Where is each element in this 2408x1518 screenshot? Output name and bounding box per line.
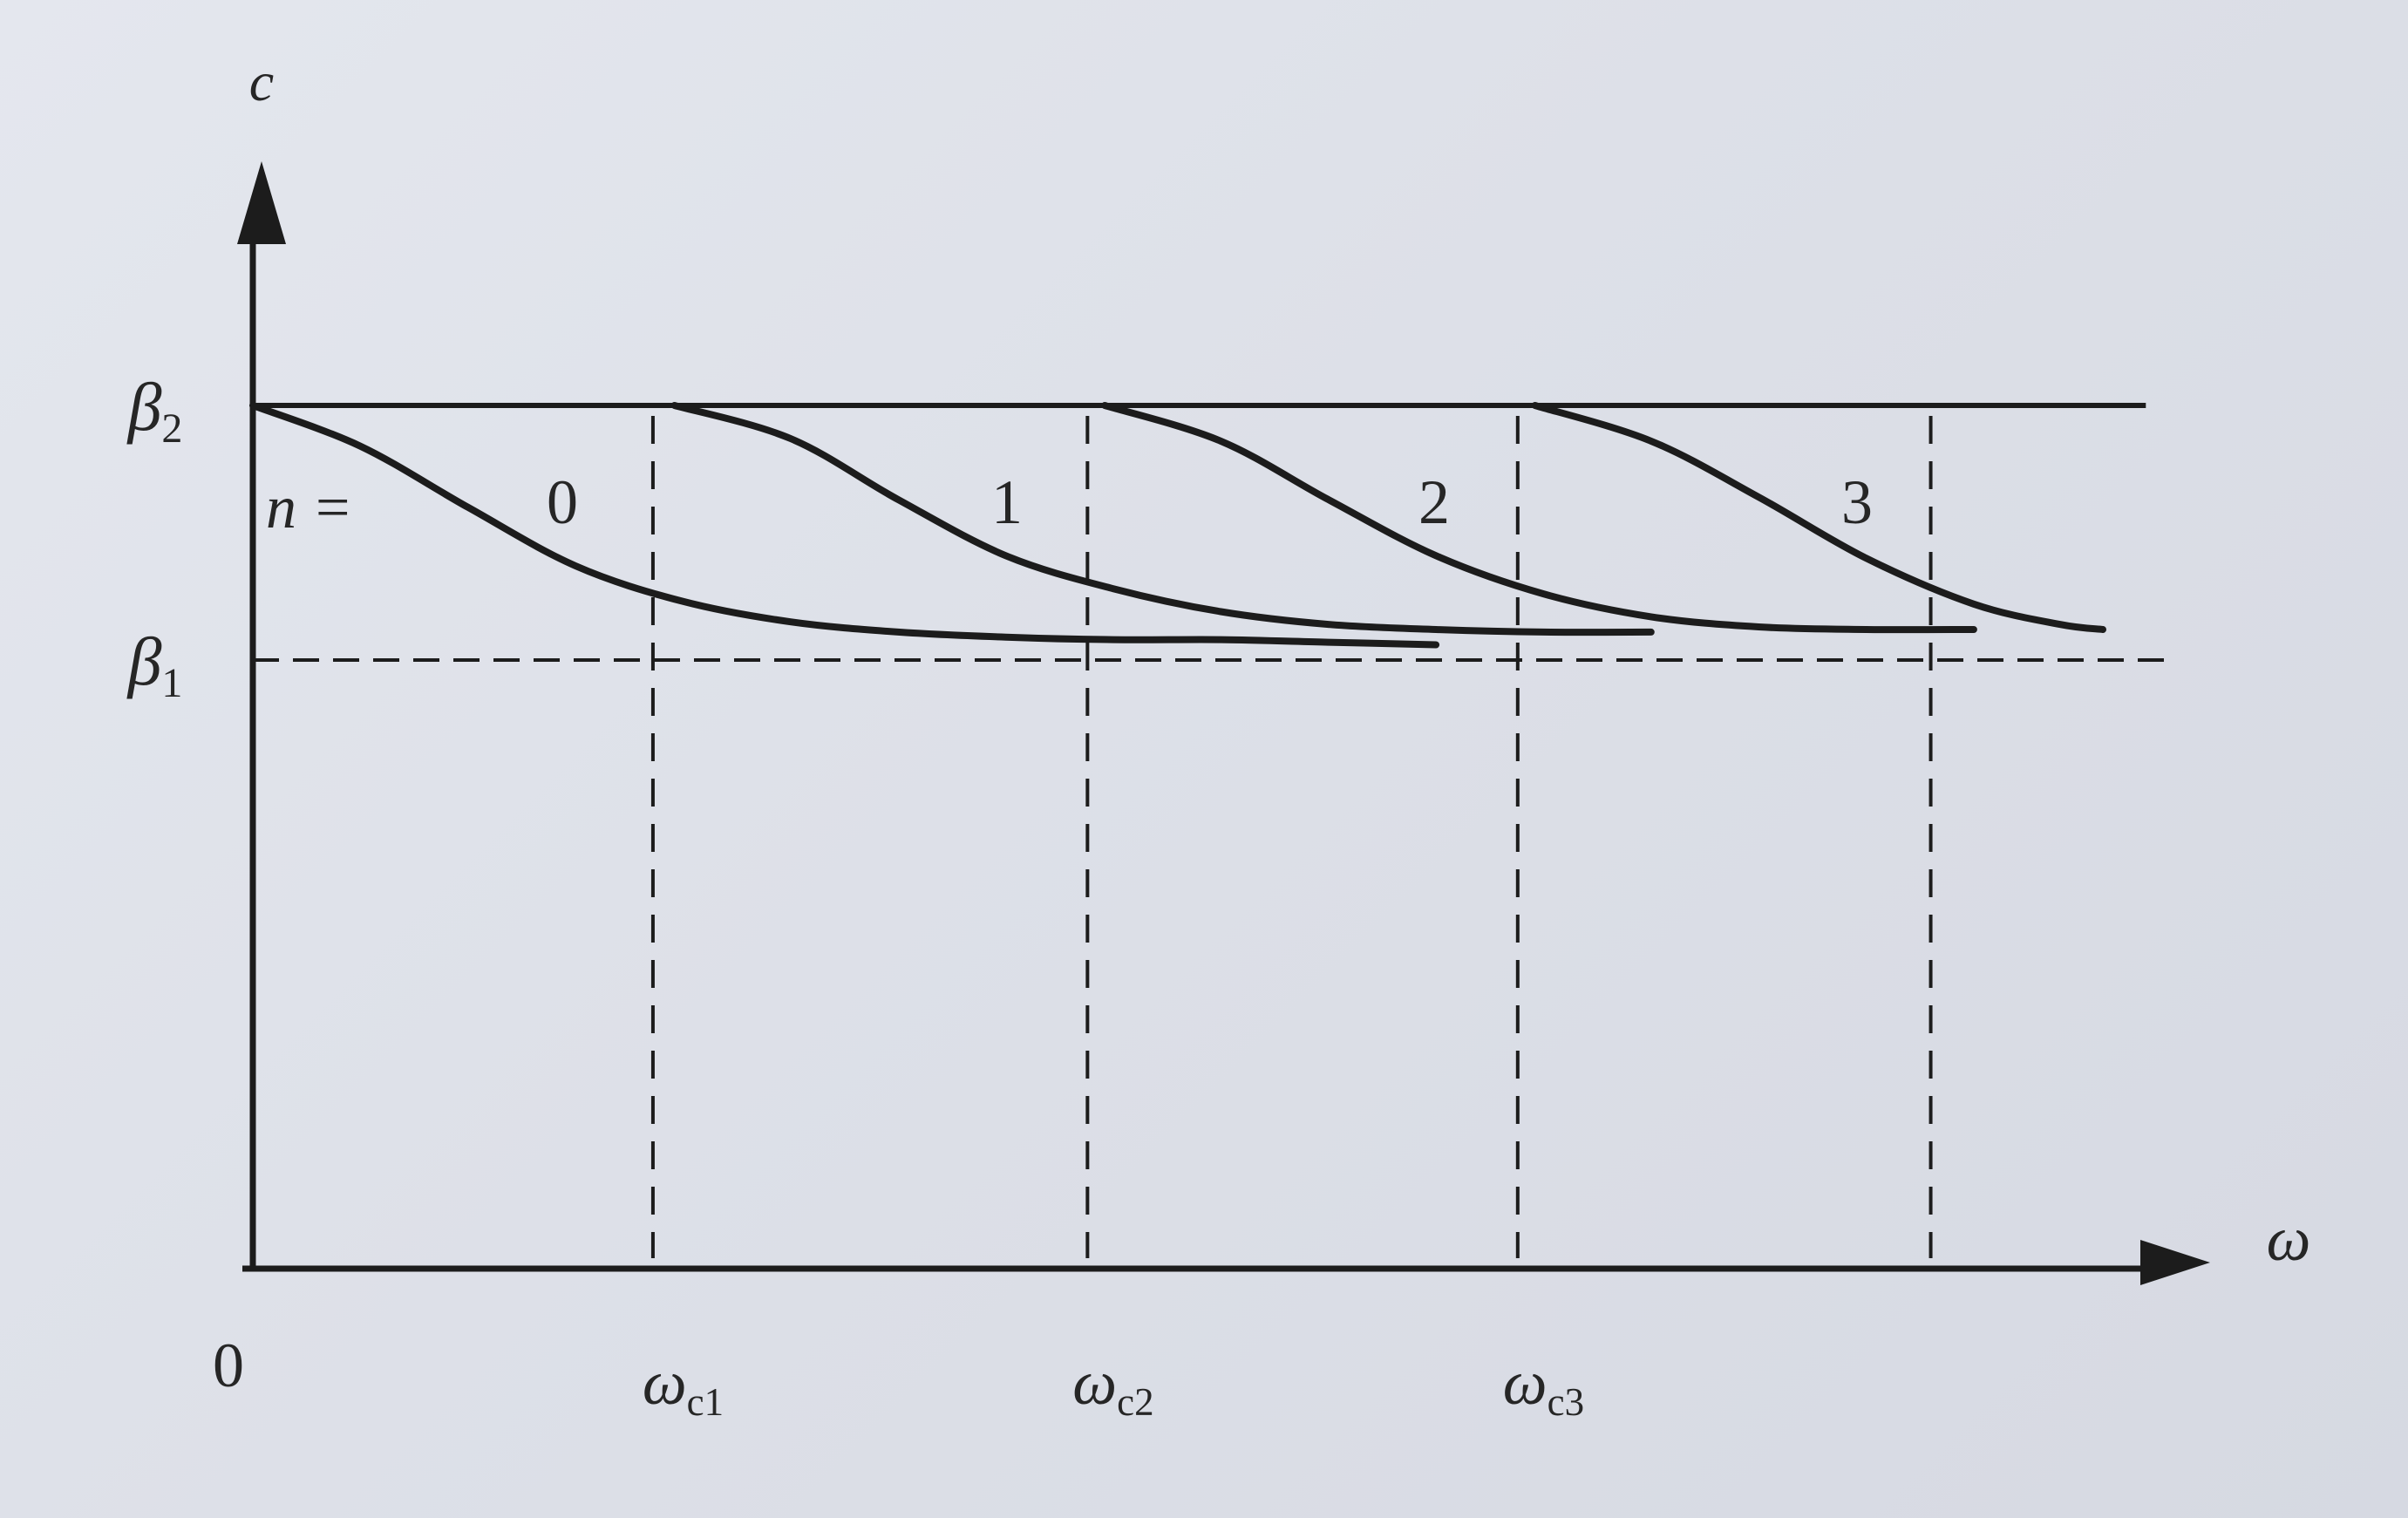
mode-prefix-label: n = [266, 474, 353, 541]
mode-curve-3 [1531, 402, 2106, 633]
y-axis-arrow-icon [237, 161, 286, 244]
mode-label-3: 3 [1841, 467, 1873, 537]
mode-curve-2 [1101, 402, 1977, 634]
mode-label-2: 2 [1418, 467, 1450, 537]
axes [237, 161, 2210, 1285]
mode-curves [249, 402, 2106, 649]
reference-lines [253, 403, 2167, 1258]
y-axis-label: c [249, 51, 274, 112]
x-tick-label-omega-c2: ωc2 [1072, 1348, 1153, 1424]
x-tick-label-omega-c3: ωc3 [1503, 1348, 1584, 1424]
x-tick-label-omega-c1: ωc1 [643, 1348, 724, 1424]
x-axis-label: ω [2267, 1204, 2311, 1274]
mode-curve-0 [249, 402, 1440, 649]
mode-label-0: 0 [547, 467, 578, 537]
mode-label-1: 1 [991, 467, 1023, 537]
x-axis-arrow-icon [2140, 1240, 2210, 1285]
y-tick-label-beta1: β1 [126, 623, 183, 706]
origin-label: 0 [213, 1331, 244, 1400]
y-tick-label-beta2: β2 [126, 369, 183, 452]
labels: c ω 0 β2 β1 ωc1 ωc2 ωc3 n = 0 1 2 3 [126, 51, 2311, 1424]
mode-curve-1 [670, 402, 1655, 636]
